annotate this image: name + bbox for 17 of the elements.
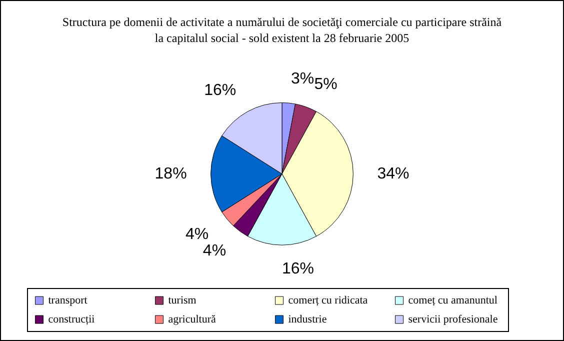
data-label: 16%: [282, 260, 314, 278]
legend-label: construcții: [48, 314, 95, 326]
data-label: 5%: [314, 76, 338, 93]
legend-label: comerț cu ridicata: [288, 294, 368, 306]
data-label: 4%: [202, 242, 226, 260]
data-label: 34%: [377, 165, 410, 182]
data-label: 3%: [290, 70, 314, 88]
legend-label: transport: [48, 294, 88, 306]
legend-label: turism: [168, 294, 197, 306]
legend-label: industrie: [288, 314, 327, 326]
data-label: 18%: [154, 165, 187, 182]
legend-label: servicii profesionale: [408, 314, 498, 326]
chart-title: Structura pe domenii de activitate a numărului de societăţi comerciale cu participare străină la capitalul social - sold existent la 28 februarie 2005: [62, 15, 502, 45]
legend-label: agricultură: [168, 314, 216, 326]
data-label: 4%: [186, 226, 209, 244]
data-label: 16%: [204, 82, 236, 99]
legend-label: comeț cu amanuntul: [408, 294, 498, 306]
